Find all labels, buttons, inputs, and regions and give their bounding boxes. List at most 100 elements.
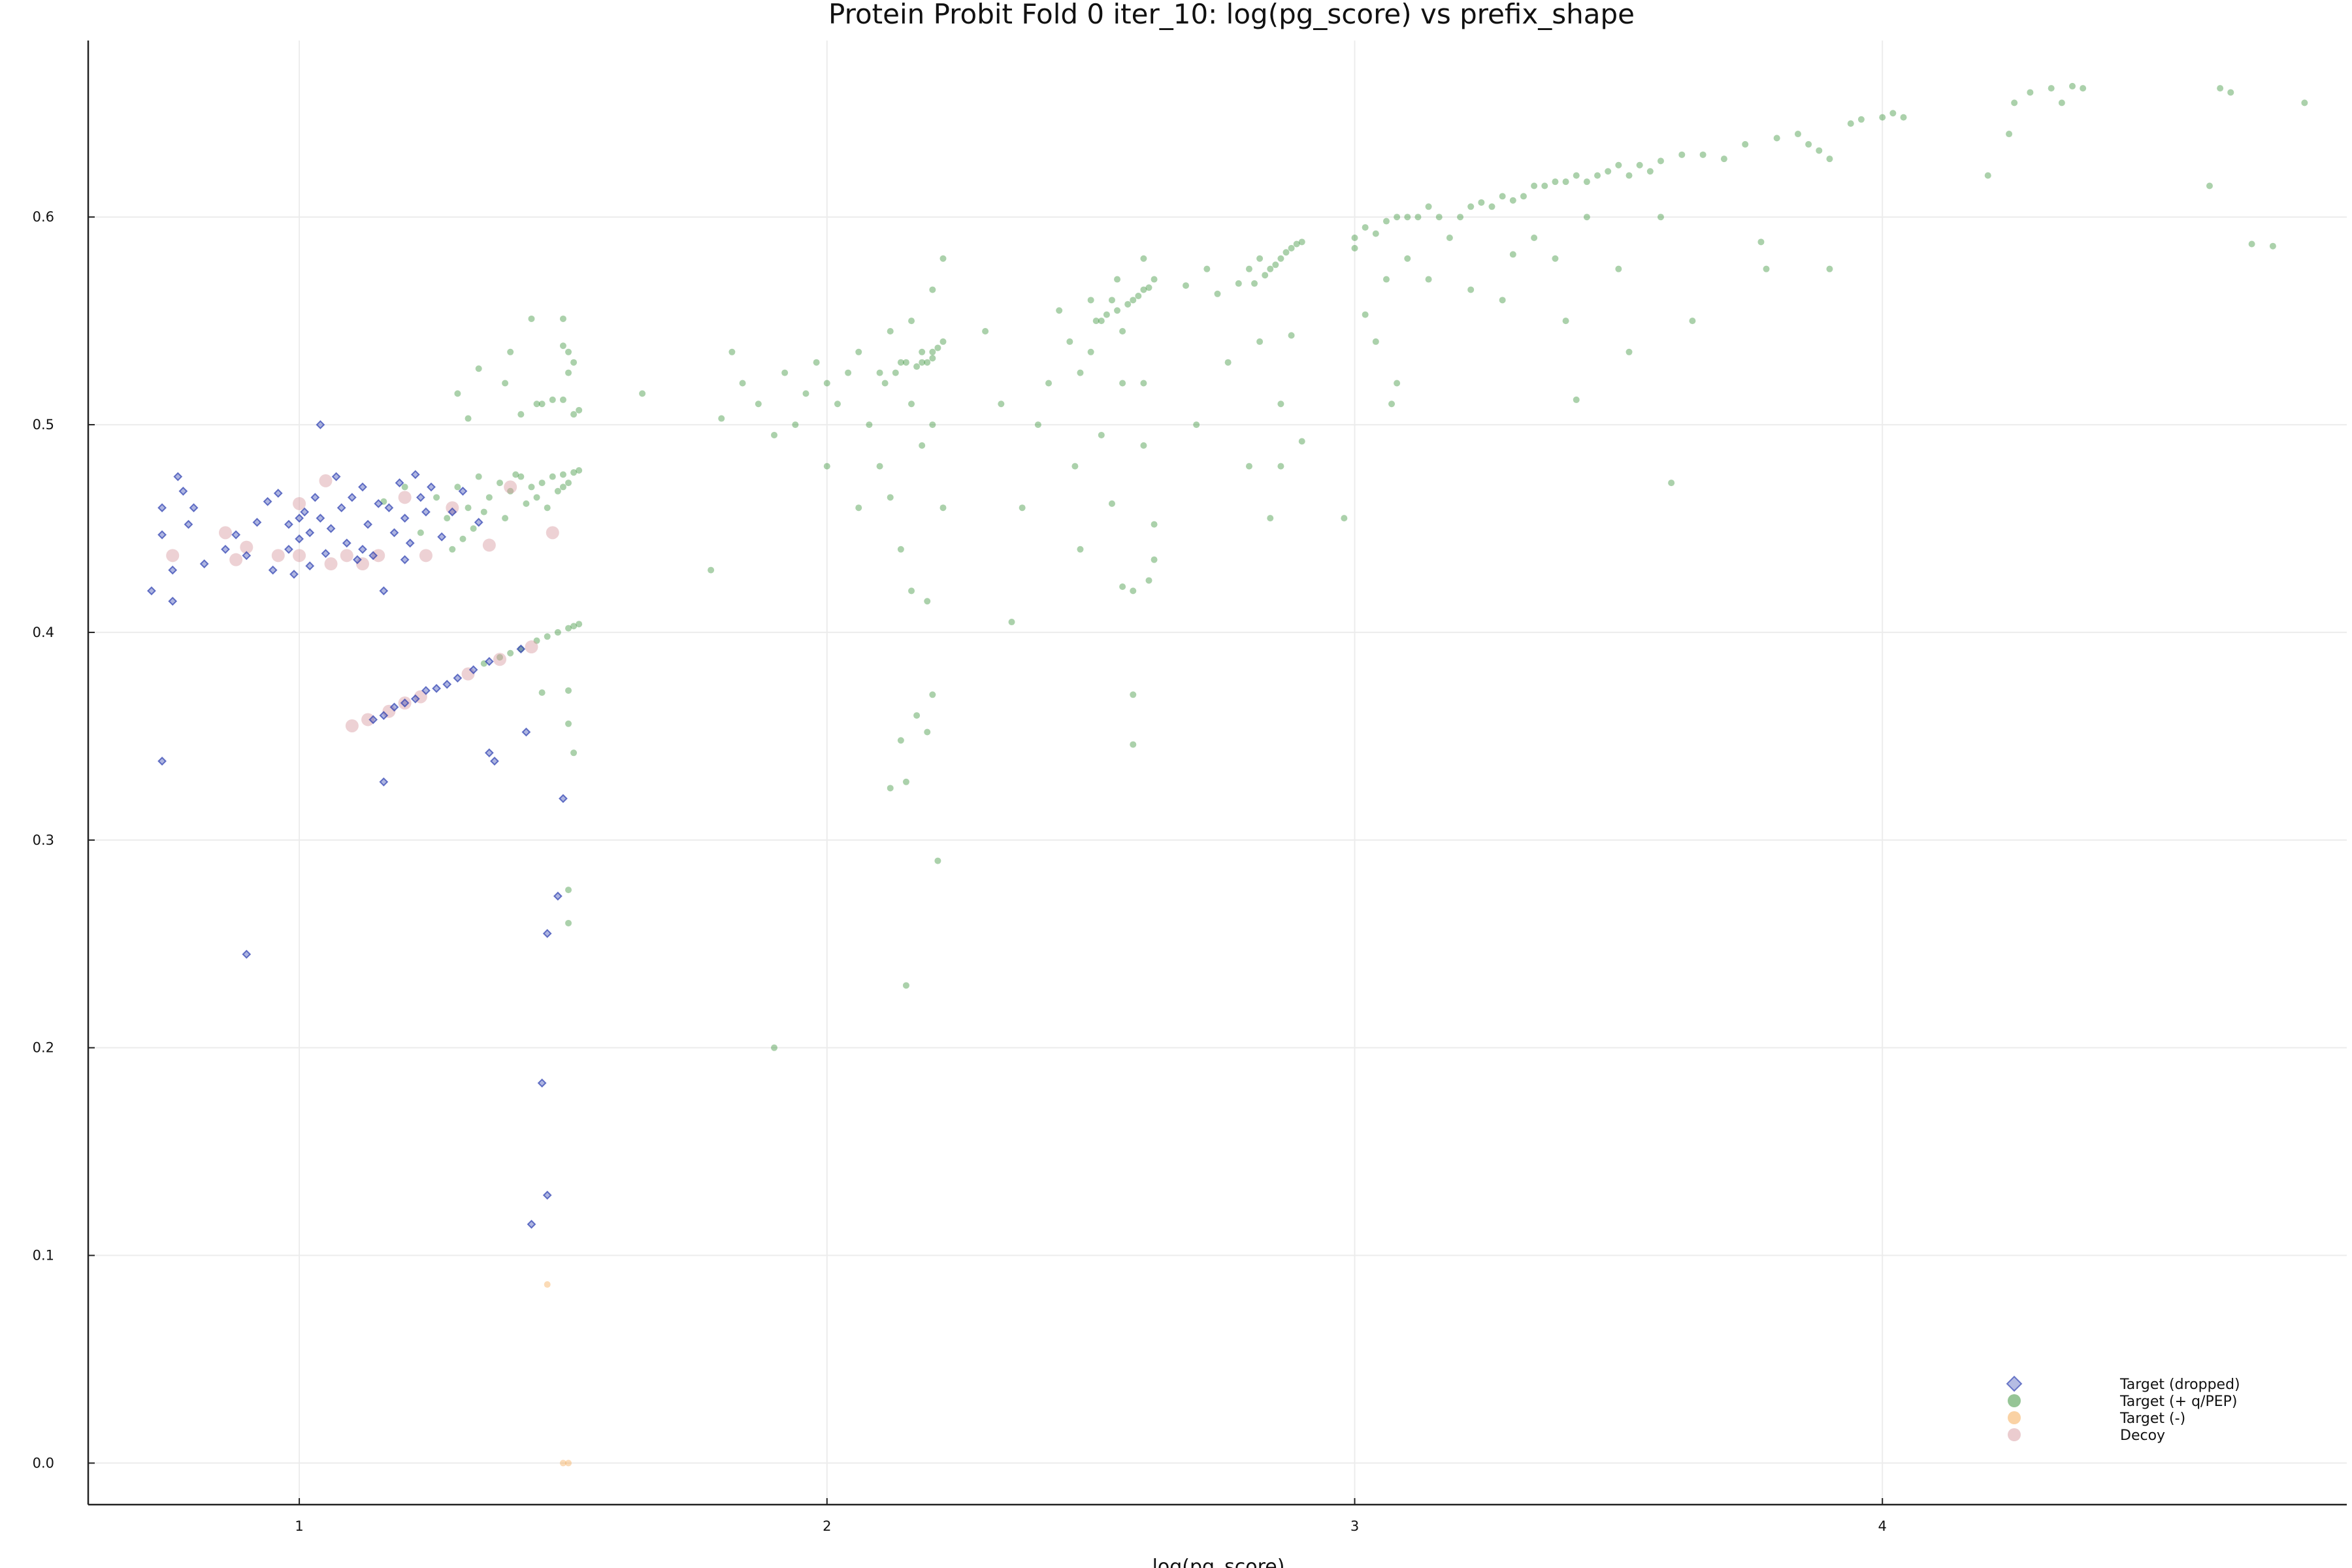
series-1	[380, 82, 2308, 1051]
data-point	[982, 328, 989, 335]
data-point	[1657, 214, 1664, 221]
data-point	[271, 549, 285, 563]
data-point	[1562, 318, 1569, 325]
data-point	[1372, 338, 1379, 345]
data-point	[1773, 135, 1780, 142]
data-point	[178, 486, 188, 496]
data-point	[1098, 318, 1105, 325]
data-point	[908, 587, 915, 595]
data-point	[570, 411, 578, 418]
data-point	[347, 493, 357, 502]
data-point	[442, 679, 452, 689]
data-point	[1272, 261, 1279, 269]
data-point	[549, 473, 556, 480]
data-point	[1847, 120, 1854, 127]
data-point	[559, 1460, 566, 1467]
data-point	[417, 529, 424, 536]
data-point	[353, 555, 362, 564]
data-point	[881, 380, 889, 387]
data-point	[1045, 380, 1053, 387]
data-point	[919, 359, 926, 366]
data-point	[1467, 286, 1475, 293]
data-point	[559, 342, 566, 350]
data-point	[398, 491, 412, 504]
data-point	[419, 549, 433, 563]
legend: Target (dropped)Target (+ q/PEP)Target (…	[2006, 1375, 2240, 1444]
data-point	[1130, 587, 1137, 595]
data-point	[2027, 89, 2034, 96]
data-point	[887, 328, 894, 335]
data-point	[1130, 297, 1137, 304]
data-point	[379, 777, 389, 787]
x-tick-label: 4	[1878, 1518, 1887, 1534]
data-point	[368, 715, 378, 725]
data-point	[400, 698, 410, 708]
series-0	[147, 420, 568, 1229]
data-point	[1382, 218, 1390, 225]
data-point	[1689, 318, 1696, 325]
data-point	[559, 315, 566, 322]
data-point	[184, 519, 193, 529]
data-point	[305, 528, 315, 538]
data-point	[1646, 168, 1654, 175]
data-point	[293, 497, 306, 510]
data-point	[2227, 89, 2234, 96]
data-point	[2217, 85, 2224, 92]
data-point	[542, 1190, 552, 1200]
data-point	[2248, 240, 2255, 248]
data-point	[834, 400, 841, 408]
data-point	[823, 463, 830, 470]
data-point	[1077, 546, 1084, 553]
data-point	[465, 504, 472, 512]
data-point	[389, 528, 399, 538]
data-point	[892, 369, 899, 376]
legend-label: Decoy	[2120, 1428, 2165, 1444]
data-point	[340, 549, 353, 563]
data-point	[1583, 214, 1590, 221]
data-point	[1119, 328, 1126, 335]
data-point	[268, 565, 278, 575]
data-point	[497, 654, 504, 661]
data-point	[919, 348, 926, 355]
data-point	[565, 1460, 572, 1467]
data-point	[549, 396, 556, 403]
data-point	[1573, 396, 1580, 403]
data-point	[336, 503, 346, 513]
data-point	[1245, 265, 1252, 272]
data-point	[410, 470, 420, 480]
data-point	[823, 380, 830, 387]
data-point	[1435, 214, 1443, 221]
data-point	[565, 625, 572, 632]
data-point	[929, 348, 936, 355]
data-point	[1151, 276, 1158, 283]
data-point	[1625, 172, 1633, 179]
data-point	[929, 286, 936, 293]
data-point	[913, 363, 921, 370]
data-point	[410, 694, 420, 704]
data-point	[1583, 178, 1590, 186]
data-point	[1262, 272, 1269, 279]
data-point	[802, 390, 809, 397]
legend-marker	[2008, 1394, 2021, 1407]
data-point	[533, 494, 540, 501]
data-point	[1794, 131, 1801, 138]
data-point	[559, 396, 566, 403]
y-tick-label: 0.5	[33, 417, 54, 433]
legend-marker	[2008, 1411, 2021, 1424]
data-point	[1362, 311, 1369, 318]
data-point	[1298, 438, 1305, 445]
data-point	[1394, 214, 1401, 221]
data-point	[570, 749, 578, 757]
data-point	[240, 540, 253, 554]
data-point	[502, 515, 509, 522]
data-point	[544, 1281, 551, 1288]
data-point	[1267, 265, 1274, 272]
data-point	[1531, 234, 1538, 241]
data-point	[1298, 238, 1305, 246]
data-point	[1552, 178, 1559, 186]
data-point	[546, 526, 559, 540]
data-point	[929, 421, 936, 429]
data-point	[528, 315, 535, 322]
data-point	[523, 500, 530, 507]
